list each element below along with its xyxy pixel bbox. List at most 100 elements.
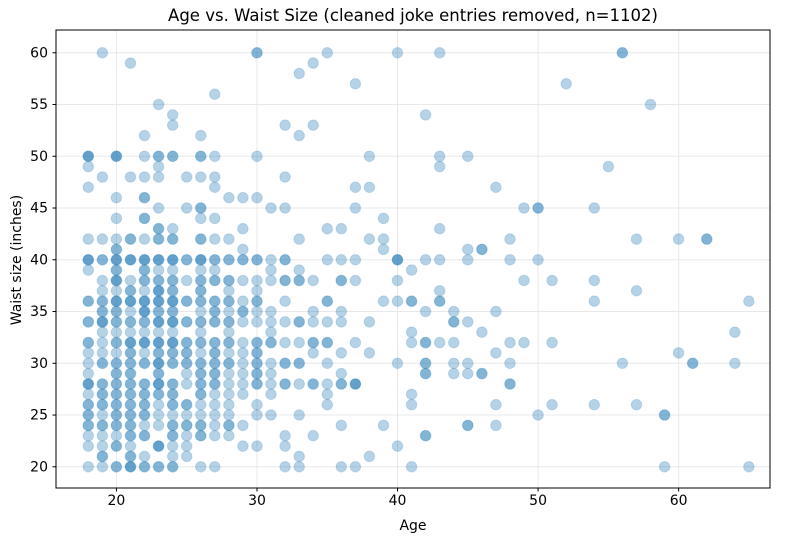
data-point bbox=[96, 461, 109, 473]
data-point bbox=[138, 264, 151, 276]
data-point bbox=[251, 191, 263, 204]
data-point bbox=[82, 336, 95, 349]
data-point bbox=[195, 274, 207, 287]
data-point bbox=[209, 171, 221, 183]
x-tick-label: 30 bbox=[248, 493, 266, 509]
data-point bbox=[209, 409, 221, 421]
data-point bbox=[96, 336, 109, 349]
data-point bbox=[209, 150, 221, 163]
data-point bbox=[110, 191, 123, 204]
data-point bbox=[166, 150, 179, 163]
data-point bbox=[251, 295, 263, 308]
data-point bbox=[433, 295, 446, 308]
data-point bbox=[124, 285, 137, 297]
data-point bbox=[251, 150, 263, 163]
data-point bbox=[96, 388, 109, 401]
y-tick-label: 60 bbox=[30, 45, 48, 61]
data-point bbox=[209, 264, 221, 276]
data-point bbox=[307, 57, 320, 69]
data-point bbox=[82, 367, 95, 380]
data-point bbox=[209, 316, 221, 328]
data-point bbox=[180, 419, 193, 432]
data-point bbox=[124, 316, 137, 328]
data-point bbox=[82, 160, 95, 173]
data-point bbox=[152, 160, 165, 173]
data-point bbox=[433, 222, 446, 235]
data-point bbox=[251, 336, 263, 349]
x-tick-label: 40 bbox=[389, 493, 407, 509]
data-point bbox=[138, 450, 151, 463]
data-point bbox=[701, 233, 713, 245]
data-point bbox=[82, 233, 95, 245]
data-point bbox=[82, 316, 95, 328]
data-point bbox=[152, 336, 165, 349]
data-point bbox=[82, 347, 95, 359]
data-point bbox=[377, 295, 390, 308]
data-point bbox=[476, 326, 488, 339]
data-point bbox=[180, 316, 193, 328]
data-point bbox=[124, 274, 137, 287]
data-point bbox=[251, 357, 263, 370]
data-point bbox=[82, 378, 95, 390]
data-point bbox=[532, 409, 544, 421]
data-point bbox=[293, 233, 306, 245]
data-point bbox=[180, 253, 193, 266]
data-point bbox=[180, 357, 193, 370]
data-point bbox=[265, 326, 277, 339]
data-point bbox=[349, 461, 362, 473]
data-point bbox=[448, 305, 460, 318]
data-point bbox=[405, 388, 418, 401]
data-point bbox=[279, 429, 291, 442]
x-tick-label: 60 bbox=[670, 493, 688, 509]
data-point bbox=[279, 171, 291, 183]
data-point bbox=[166, 388, 179, 401]
data-point bbox=[195, 212, 207, 225]
data-point bbox=[195, 357, 207, 370]
data-point bbox=[152, 150, 165, 163]
data-point bbox=[251, 409, 263, 421]
data-point bbox=[124, 388, 137, 401]
data-point bbox=[419, 253, 432, 266]
data-point bbox=[251, 367, 263, 380]
data-point bbox=[237, 243, 249, 256]
data-point bbox=[124, 378, 137, 390]
data-point bbox=[237, 191, 249, 204]
data-point bbox=[377, 233, 390, 245]
data-point bbox=[251, 253, 263, 266]
data-point bbox=[504, 336, 516, 349]
data-point bbox=[82, 264, 95, 276]
x-tick-label: 20 bbox=[108, 493, 126, 509]
data-point bbox=[532, 253, 544, 266]
data-point bbox=[166, 109, 179, 121]
data-point bbox=[110, 347, 123, 359]
data-point bbox=[124, 461, 137, 473]
data-point bbox=[180, 347, 193, 359]
data-point bbox=[518, 202, 530, 214]
data-point bbox=[96, 47, 109, 59]
data-point bbox=[82, 181, 95, 194]
data-point bbox=[672, 347, 685, 359]
data-point bbox=[96, 450, 109, 463]
data-point bbox=[307, 347, 320, 359]
data-point bbox=[209, 295, 221, 308]
data-point bbox=[110, 253, 123, 266]
data-point bbox=[110, 440, 123, 452]
data-point bbox=[124, 419, 137, 432]
data-point bbox=[138, 233, 151, 245]
data-point bbox=[251, 378, 263, 390]
data-point bbox=[138, 305, 151, 318]
data-point bbox=[265, 316, 277, 328]
data-point bbox=[96, 274, 109, 287]
data-point bbox=[110, 336, 123, 349]
data-point bbox=[321, 378, 334, 390]
data-point bbox=[96, 429, 109, 442]
data-point bbox=[124, 57, 137, 69]
data-point bbox=[279, 357, 291, 370]
data-point bbox=[265, 409, 277, 421]
data-point bbox=[321, 47, 334, 59]
data-point bbox=[504, 233, 516, 245]
data-point bbox=[96, 347, 109, 359]
data-point bbox=[293, 378, 306, 390]
data-point bbox=[658, 409, 671, 421]
data-point bbox=[433, 336, 446, 349]
